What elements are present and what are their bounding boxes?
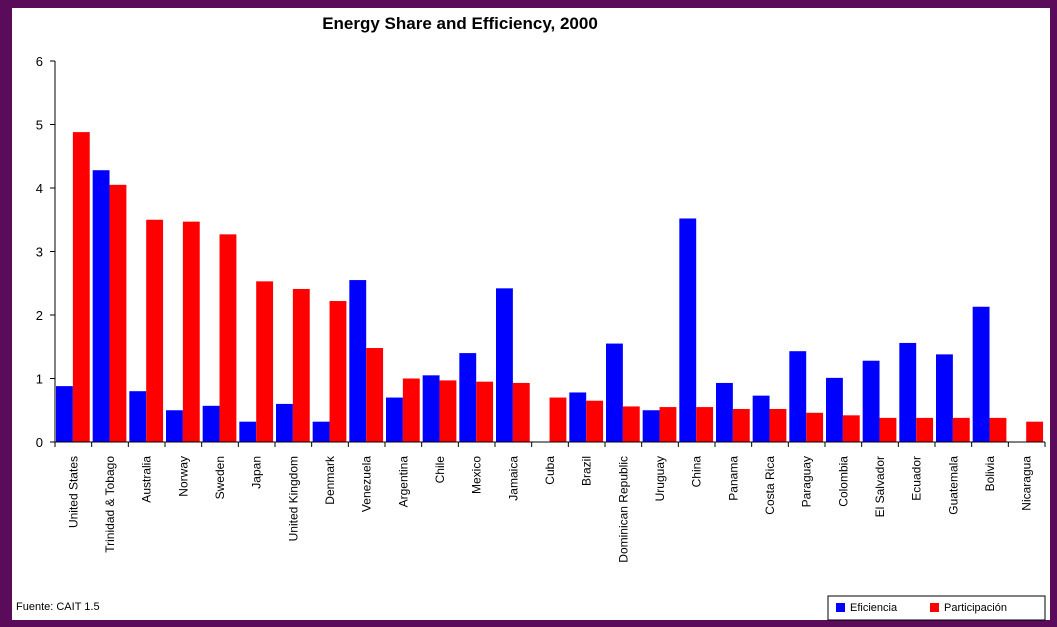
bar: [146, 219, 164, 442]
bar: [476, 381, 494, 442]
bar: [129, 391, 147, 442]
bar: [239, 421, 257, 442]
bar: [569, 392, 587, 442]
bar: [716, 382, 733, 442]
bar: [402, 378, 420, 442]
bar: [1026, 421, 1044, 442]
x-tick-label: Trinidad & Tobago: [103, 456, 117, 553]
x-tick-label: Dominican Republic: [616, 456, 630, 563]
x-tick-label: El Salvador: [873, 456, 887, 517]
bar: [312, 421, 330, 442]
bar: [806, 412, 824, 442]
x-tick-label: Colombia: [836, 456, 850, 507]
bar: [496, 288, 513, 442]
bar: [92, 170, 110, 442]
x-tick-label: Uruguay: [653, 456, 667, 501]
x-tick-label: Jamaica: [506, 456, 520, 501]
x-tick-label: Argentina: [396, 456, 410, 508]
x-tick-label: Bolivia: [983, 456, 997, 492]
bar: [989, 417, 1007, 442]
bar: [386, 397, 403, 442]
bar: [696, 407, 714, 442]
x-tick-label: Guatemala: [946, 456, 960, 515]
bar: [109, 184, 127, 442]
bar: [329, 301, 347, 442]
x-tick-label: Panama: [726, 456, 740, 501]
x-tick-label: Paraguay: [800, 456, 814, 507]
bar: [549, 397, 567, 442]
bar: [459, 353, 477, 442]
bar: [606, 343, 623, 442]
y-tick-label: 5: [36, 118, 43, 133]
x-tick-label: United States: [66, 456, 80, 528]
bar: [936, 354, 953, 442]
bar: [349, 280, 367, 442]
y-tick-label: 2: [36, 308, 43, 323]
chart-title: Energy Share and Efficiency, 2000: [322, 14, 598, 33]
bar: [899, 342, 917, 442]
bar: [72, 132, 90, 442]
x-tick-label: Mexico: [470, 456, 484, 494]
bar: [202, 405, 220, 442]
bar: [916, 417, 934, 442]
bar: [439, 380, 457, 442]
bar: [56, 386, 73, 442]
legend-swatch: [930, 603, 939, 612]
bar: [842, 415, 860, 442]
bar: [769, 408, 787, 442]
bar: [732, 408, 750, 442]
bar: [789, 351, 807, 442]
y-tick-label: 4: [36, 181, 43, 196]
x-tick-label: Cuba: [543, 456, 557, 485]
y-tick-label: 1: [36, 372, 43, 387]
y-tick-label: 0: [36, 435, 43, 450]
bar: [292, 288, 310, 442]
panel: [12, 8, 1050, 620]
bar: [752, 395, 770, 442]
x-tick-label: Japan: [250, 456, 264, 489]
bar: [622, 406, 640, 442]
x-tick-label: Costa Rica: [763, 456, 777, 515]
x-tick-label: Brazil: [580, 456, 594, 486]
x-tick-label: United Kingdom: [286, 456, 300, 541]
x-tick-label: Denmark: [323, 455, 337, 505]
x-tick-label: China: [690, 456, 704, 488]
bar: [642, 410, 660, 442]
bar: [659, 407, 677, 442]
y-tick-label: 3: [36, 245, 43, 260]
x-tick-label: Norway: [176, 456, 190, 497]
bar: [256, 281, 274, 442]
legend-label: Participación: [944, 602, 1007, 614]
bar: [972, 306, 990, 442]
x-tick-label: Australia: [140, 456, 154, 503]
bar: [952, 417, 970, 442]
x-tick-label: Nicaragua: [1020, 456, 1034, 511]
legend-swatch: [836, 603, 845, 612]
bar: [182, 221, 200, 442]
bar: [679, 218, 697, 442]
source-note: Fuente: CAIT 1.5: [16, 601, 100, 613]
legend-label: Eficiencia: [850, 602, 898, 614]
bar: [422, 375, 440, 442]
bar: [826, 377, 843, 442]
bar: [879, 417, 897, 442]
bar: [219, 234, 237, 442]
bar: [862, 360, 880, 442]
y-tick-label: 6: [36, 54, 43, 69]
x-tick-label: Sweden: [213, 456, 227, 499]
bar: [586, 400, 604, 442]
bar: [166, 410, 183, 442]
x-tick-label: Chile: [433, 456, 447, 484]
bar: [366, 348, 384, 442]
bar: [276, 403, 293, 442]
x-tick-label: Venezuela: [360, 456, 374, 512]
x-tick-label: Ecuador: [910, 456, 924, 501]
bar: [512, 382, 530, 442]
